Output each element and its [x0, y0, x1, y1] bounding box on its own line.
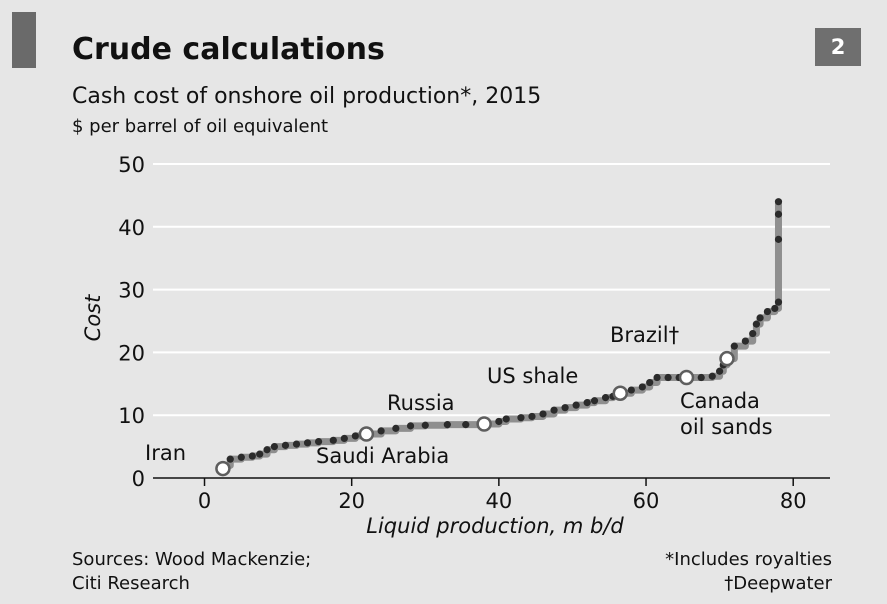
data-point [572, 401, 580, 409]
data-point [774, 198, 783, 206]
sources-line-2: Citi Research [72, 573, 190, 594]
x-axis-title: Liquid production, m b/d [366, 514, 624, 538]
x-tick-label: 80 [780, 489, 807, 513]
chart-number-badge: 2 [815, 28, 861, 66]
annotation-iran: Iran [145, 441, 186, 465]
footnotes: *Includes royalties †Deepwater [665, 548, 832, 596]
highlight-marker [358, 426, 375, 442]
data-point [561, 404, 569, 412]
data-point [421, 421, 429, 429]
data-point [771, 304, 779, 313]
annotation-canada-oil-sands: Canada oil sands [680, 389, 773, 439]
data-point [270, 443, 279, 451]
data-point [756, 314, 764, 322]
annotation-brazil: Brazil† [610, 323, 679, 347]
highlight-marker [719, 350, 735, 367]
corner-bar [12, 12, 36, 68]
sources-note: Sources: Wood Mackenzie; Citi Research [72, 548, 311, 596]
data-point [590, 397, 599, 405]
data-point [340, 434, 348, 443]
y-tick-label: 30 [118, 279, 145, 303]
data-point [495, 417, 503, 426]
footnote-deepwater: †Deepwater [724, 573, 832, 594]
highlight-marker [476, 416, 492, 432]
data-point [502, 415, 510, 423]
data-point [517, 414, 525, 422]
annotation-saudi-arabia: Saudi Arabia [316, 444, 449, 468]
data-point [462, 421, 470, 429]
data-point [550, 406, 558, 414]
data-point [351, 432, 359, 440]
data-point [646, 378, 654, 387]
data-point [774, 210, 783, 218]
y-tick-label: 10 [118, 404, 145, 428]
data-point [528, 412, 536, 421]
annotation-russia: Russia [387, 391, 455, 415]
x-tick-label: 20 [338, 489, 365, 513]
data-point [583, 399, 591, 407]
y-tick-label: 50 [118, 153, 145, 177]
x-tick-label: 60 [633, 489, 660, 513]
data-point [392, 424, 400, 432]
data-point [539, 410, 547, 418]
data-point [329, 436, 337, 444]
sources-line-1: Sources: Wood Mackenzie; [72, 549, 312, 570]
x-tick-label: 40 [485, 489, 512, 513]
chart-unit-label: $ per barrel of oil equivalent [72, 116, 329, 137]
y-axis-title: Cost [81, 294, 105, 341]
y-tick-label: 40 [118, 216, 145, 240]
data-point [601, 394, 610, 402]
data-point [774, 235, 783, 243]
data-point [303, 439, 312, 447]
chart-title: Crude calculations [72, 32, 385, 67]
data-point [716, 367, 724, 375]
annotation-canada-oil-sands-line2: oil sands [680, 415, 773, 439]
data-point [708, 372, 716, 380]
data-point [638, 383, 646, 391]
annotation-canada-oil-sands-line1: Canada [680, 389, 760, 413]
data-point [292, 440, 301, 448]
data-point [406, 422, 415, 430]
highlight-marker [612, 385, 629, 401]
data-point [314, 437, 323, 446]
data-point [749, 329, 757, 338]
highlight-marker [215, 460, 231, 477]
y-tick-label: 20 [118, 341, 145, 365]
data-point [774, 298, 783, 306]
data-point [752, 320, 761, 328]
data-point [763, 307, 772, 316]
data-point [237, 453, 245, 461]
data-point [653, 373, 661, 382]
data-point [730, 342, 738, 350]
y-tick-label: 0 [132, 467, 145, 491]
data-point [256, 450, 264, 458]
data-point [377, 427, 385, 435]
data-point [741, 337, 749, 345]
data-point [664, 373, 672, 382]
data-point [226, 455, 234, 463]
highlight-marker [678, 369, 695, 386]
x-tick-label: 0 [198, 489, 211, 513]
data-point [248, 452, 256, 460]
data-point [697, 373, 705, 382]
annotation-us-shale: US shale [487, 364, 578, 388]
data-point [281, 441, 290, 449]
footnote-royalties: *Includes royalties [665, 549, 832, 570]
chart-subtitle: Cash cost of onshore oil production*, 20… [72, 84, 542, 109]
data-point [263, 446, 271, 454]
data-point [627, 386, 635, 394]
data-point [443, 421, 451, 429]
